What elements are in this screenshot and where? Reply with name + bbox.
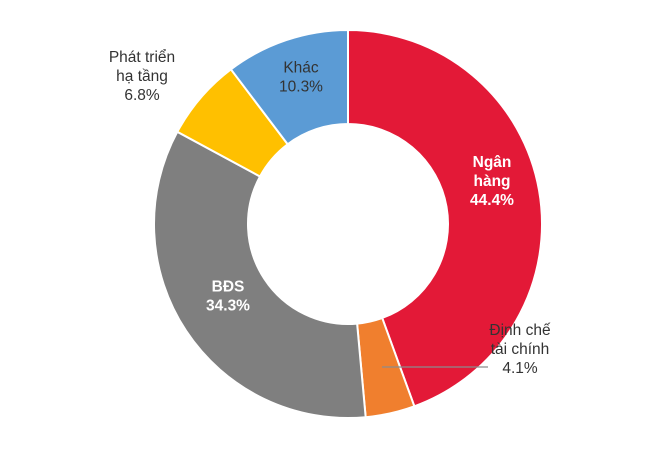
- label-khac: Khác 10.3%: [279, 60, 323, 96]
- category-label: Định chế: [489, 322, 551, 339]
- value-label: 34.3%: [206, 298, 250, 315]
- label-bds: BĐS 34.3%: [206, 279, 250, 315]
- label-dinh-che-tai-chinh: Định chế tài chính 4.1%: [489, 322, 551, 377]
- value-label: 10.3%: [279, 79, 323, 96]
- value-label: 44.4%: [470, 192, 514, 209]
- value-label: 6.8%: [124, 87, 160, 104]
- category-label: Phát triển: [109, 49, 175, 66]
- category-label: Khác: [283, 60, 319, 77]
- category-label: Ngân: [473, 154, 512, 171]
- label-phat-trien-ha-tang: Phát triển hạ tầng 6.8%: [109, 49, 175, 104]
- category-label: tài chính: [491, 341, 550, 358]
- category-label: hàng: [473, 173, 510, 190]
- label-ngan-hang: Ngân hàng 44.4%: [470, 154, 514, 209]
- donut-slices: [153, 28, 543, 419]
- slice-bds: [153, 130, 367, 419]
- category-label: hạ tầng: [116, 68, 168, 85]
- slice-ngan-hang: [347, 28, 543, 408]
- slice-labels: Ngân hàng 44.4% Định chế tài chính 4.1% BĐS 34.…: [109, 49, 551, 377]
- slice-khac: [229, 28, 349, 146]
- value-label: 4.1%: [502, 360, 538, 377]
- category-label: BĐS: [212, 279, 245, 296]
